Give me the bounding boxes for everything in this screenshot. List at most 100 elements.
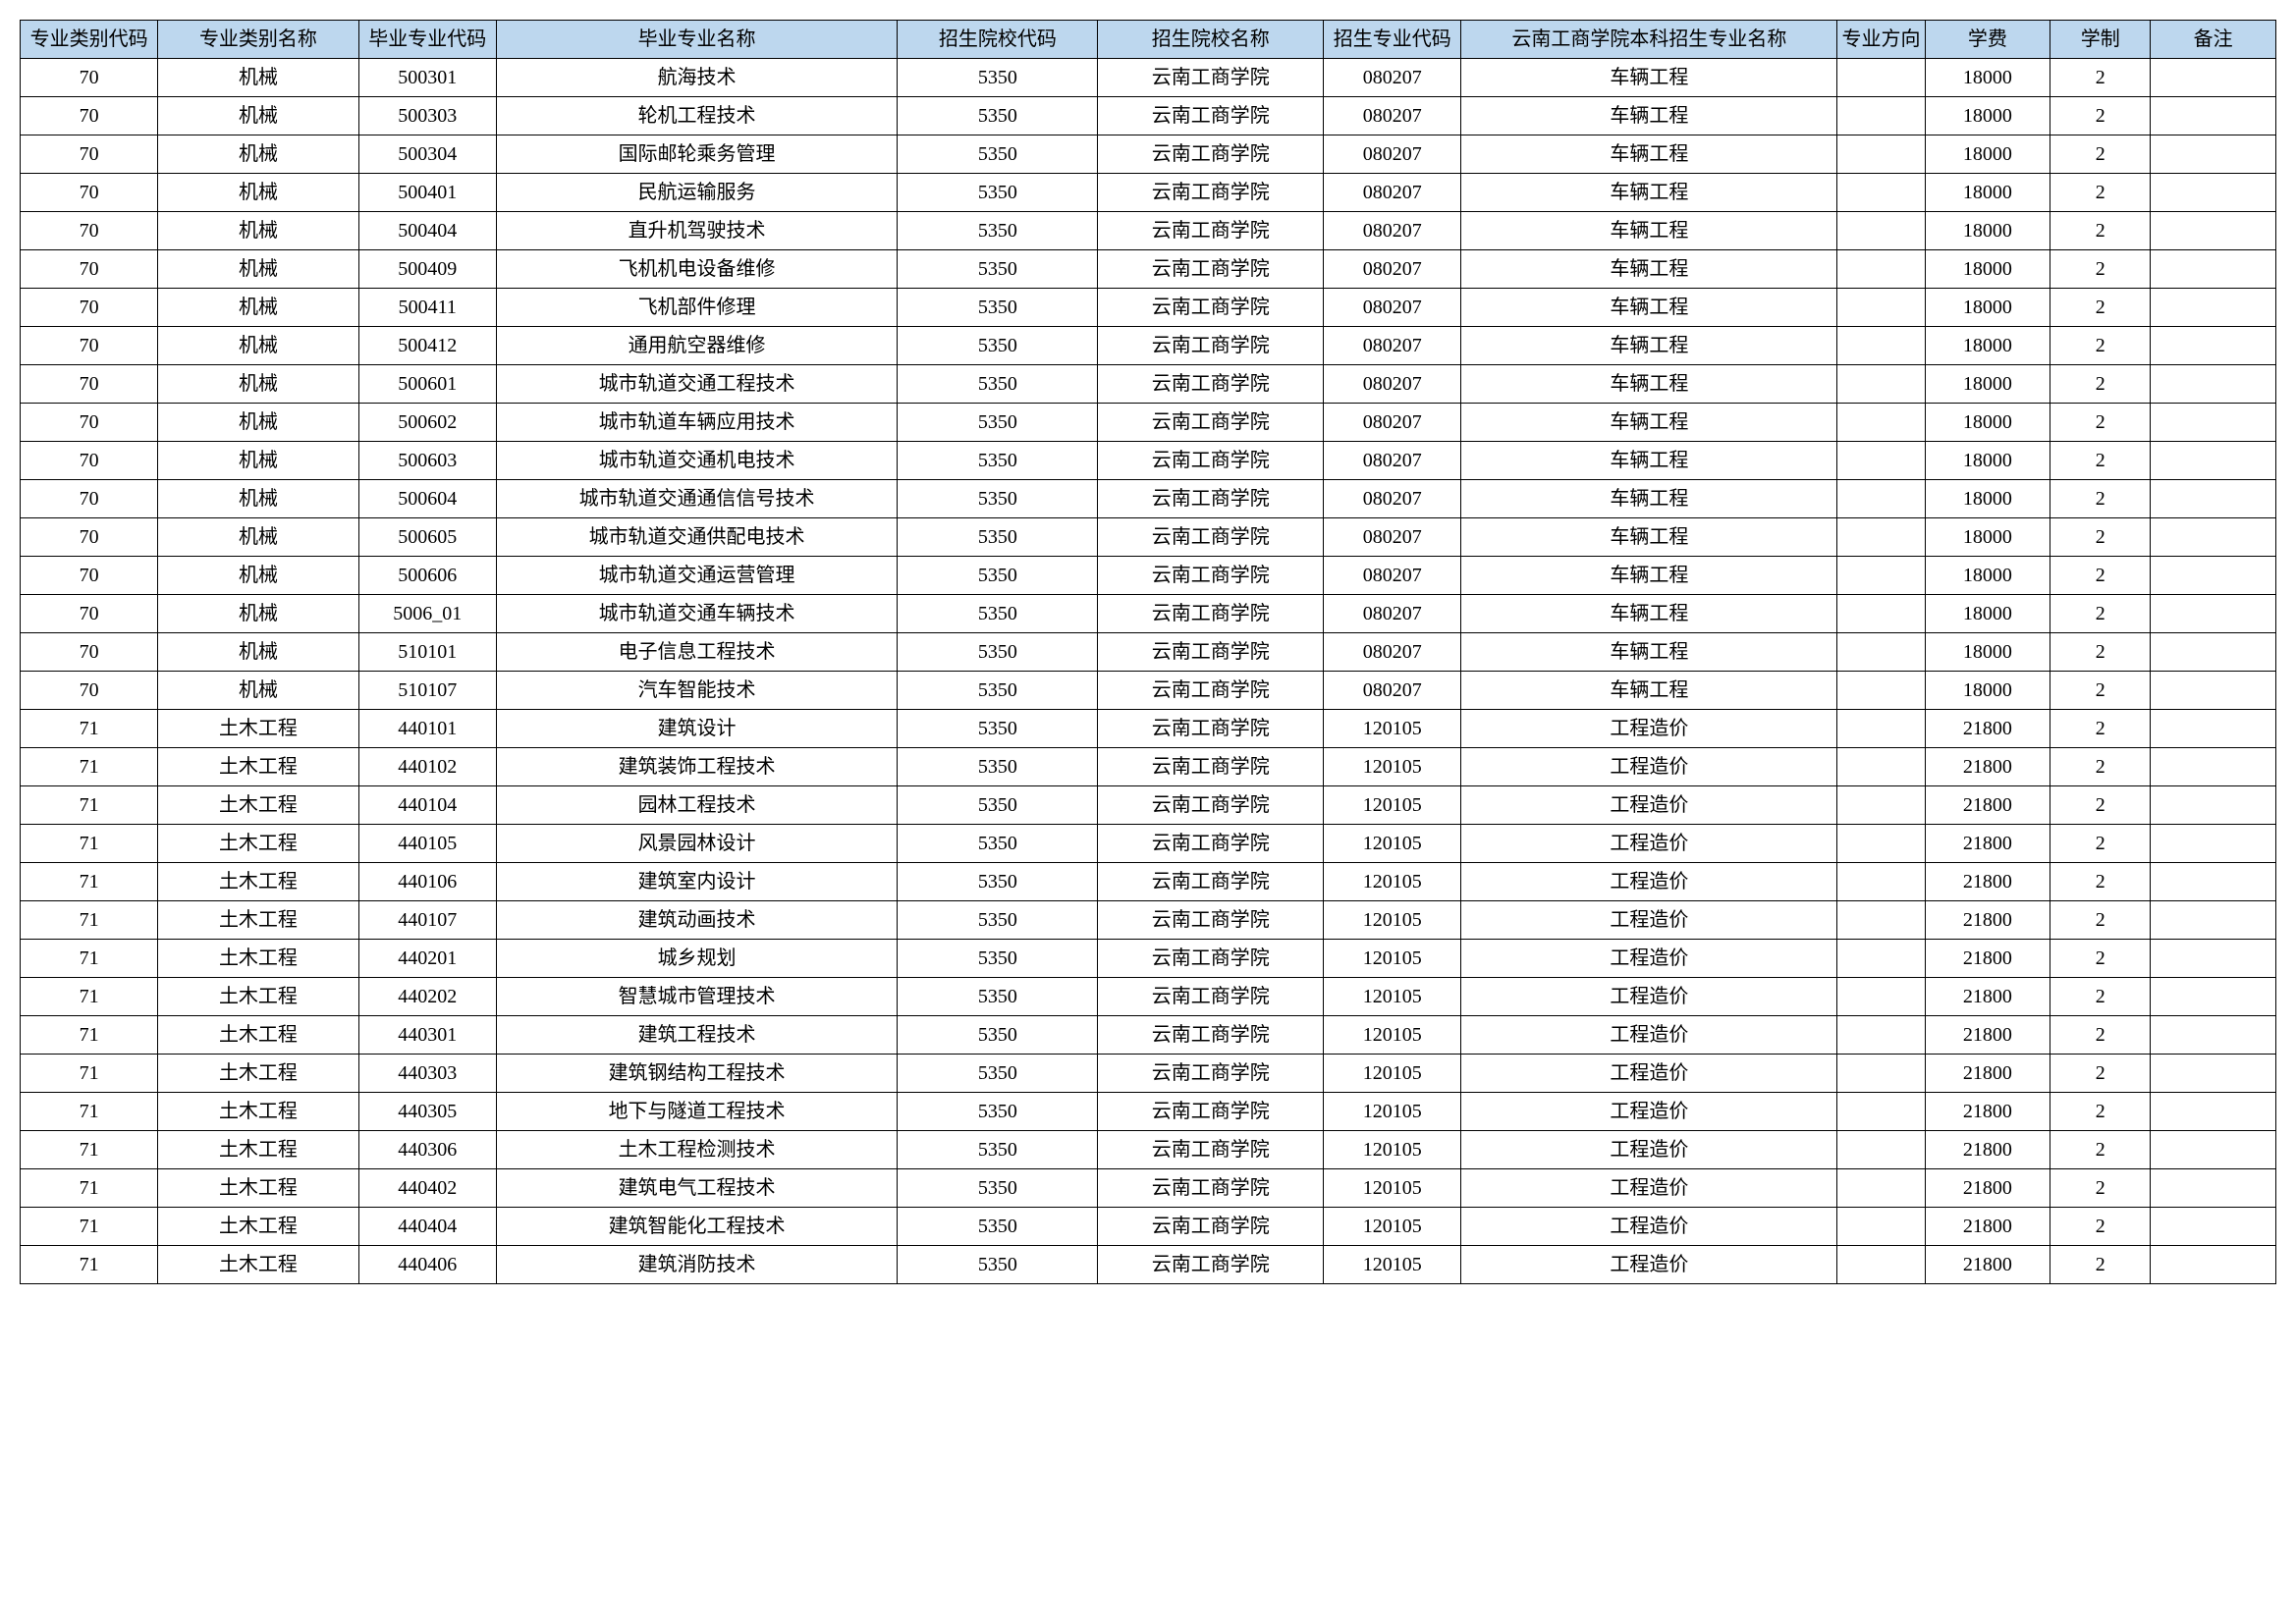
table-row: 71土木工程440402建筑电气工程技术5350云南工商学院120105工程造价… (21, 1169, 2276, 1208)
cell: 土木工程 (158, 1208, 358, 1246)
table-row: 70机械500301航海技术5350云南工商学院080207车辆工程180002 (21, 59, 2276, 97)
cell (2151, 365, 2276, 404)
cell: 440201 (358, 940, 496, 978)
cell: 71 (21, 748, 158, 786)
cell: 土木工程 (158, 901, 358, 940)
cell: 建筑动画技术 (496, 901, 897, 940)
table-row: 70机械5006_01城市轨道交通车辆技术5350云南工商学院080207车辆工… (21, 595, 2276, 633)
cell: 土木工程 (158, 940, 358, 978)
cell (1837, 1016, 1925, 1055)
cell: 70 (21, 250, 158, 289)
cell: 工程造价 (1461, 710, 1837, 748)
cell (1837, 212, 1925, 250)
cell: 云南工商学院 (1098, 1093, 1324, 1131)
cell: 500409 (358, 250, 496, 289)
cell: 5350 (898, 863, 1098, 901)
cell (2151, 1131, 2276, 1169)
table-row: 71土木工程440102建筑装饰工程技术5350云南工商学院120105工程造价… (21, 748, 2276, 786)
cell: 21800 (1925, 1131, 2050, 1169)
cell: 工程造价 (1461, 901, 1837, 940)
cell: 440406 (358, 1246, 496, 1284)
cell: 云南工商学院 (1098, 1246, 1324, 1284)
cell: 5350 (898, 442, 1098, 480)
cell: 2 (2050, 1169, 2151, 1208)
cell: 园林工程技术 (496, 786, 897, 825)
cell: 工程造价 (1461, 1169, 1837, 1208)
cell: 500301 (358, 59, 496, 97)
table-body: 70机械500301航海技术5350云南工商学院080207车辆工程180002… (21, 59, 2276, 1284)
cell (1837, 901, 1925, 940)
cell: 70 (21, 97, 158, 135)
cell: 智慧城市管理技术 (496, 978, 897, 1016)
cell: 2 (2050, 174, 2151, 212)
cell: 5350 (898, 825, 1098, 863)
cell (2151, 940, 2276, 978)
cell: 2 (2050, 1131, 2151, 1169)
cell: 70 (21, 212, 158, 250)
cell: 120105 (1324, 825, 1461, 863)
cell: 5350 (898, 940, 1098, 978)
table-row: 71土木工程440301建筑工程技术5350云南工商学院120105工程造价21… (21, 1016, 2276, 1055)
cell: 机械 (158, 289, 358, 327)
col-header-11: 备注 (2151, 21, 2276, 59)
cell: 5350 (898, 135, 1098, 174)
cell: 120105 (1324, 1016, 1461, 1055)
cell: 18000 (1925, 557, 2050, 595)
cell: 国际邮轮乘务管理 (496, 135, 897, 174)
admissions-table: 专业类别代码专业类别名称毕业专业代码毕业专业名称招生院校代码招生院校名称招生专业… (20, 20, 2276, 1284)
cell: 云南工商学院 (1098, 1169, 1324, 1208)
cell (1837, 518, 1925, 557)
cell: 080207 (1324, 595, 1461, 633)
table-row: 71土木工程440406建筑消防技术5350云南工商学院120105工程造价21… (21, 1246, 2276, 1284)
cell: 工程造价 (1461, 863, 1837, 901)
cell (2151, 250, 2276, 289)
table-row: 70机械500605城市轨道交通供配电技术5350云南工商学院080207车辆工… (21, 518, 2276, 557)
cell (2151, 1169, 2276, 1208)
cell: 车辆工程 (1461, 672, 1837, 710)
cell: 机械 (158, 212, 358, 250)
cell: 车辆工程 (1461, 595, 1837, 633)
cell (1837, 748, 1925, 786)
cell: 2 (2050, 825, 2151, 863)
cell: 5350 (898, 710, 1098, 748)
cell: 70 (21, 135, 158, 174)
cell: 云南工商学院 (1098, 672, 1324, 710)
cell: 500404 (358, 212, 496, 250)
cell: 建筑智能化工程技术 (496, 1208, 897, 1246)
cell: 2 (2050, 365, 2151, 404)
cell: 18000 (1925, 672, 2050, 710)
cell: 70 (21, 595, 158, 633)
cell (1837, 672, 1925, 710)
cell: 土木工程 (158, 1246, 358, 1284)
cell: 70 (21, 557, 158, 595)
cell: 云南工商学院 (1098, 710, 1324, 748)
cell: 车辆工程 (1461, 97, 1837, 135)
table-row: 71土木工程440202智慧城市管理技术5350云南工商学院120105工程造价… (21, 978, 2276, 1016)
cell: 21800 (1925, 710, 2050, 748)
table-row: 71土木工程440201城乡规划5350云南工商学院120105工程造价2180… (21, 940, 2276, 978)
cell (1837, 633, 1925, 672)
cell: 2 (2050, 978, 2151, 1016)
cell: 建筑电气工程技术 (496, 1169, 897, 1208)
table-row: 71土木工程440105风景园林设计5350云南工商学院120105工程造价21… (21, 825, 2276, 863)
cell (1837, 940, 1925, 978)
cell: 120105 (1324, 1055, 1461, 1093)
cell: 71 (21, 863, 158, 901)
cell: 汽车智能技术 (496, 672, 897, 710)
cell: 云南工商学院 (1098, 174, 1324, 212)
cell: 风景园林设计 (496, 825, 897, 863)
cell: 机械 (158, 633, 358, 672)
cell: 车辆工程 (1461, 250, 1837, 289)
cell: 5350 (898, 404, 1098, 442)
cell: 机械 (158, 59, 358, 97)
cell: 500602 (358, 404, 496, 442)
cell: 500401 (358, 174, 496, 212)
cell: 5350 (898, 250, 1098, 289)
cell: 70 (21, 59, 158, 97)
cell: 云南工商学院 (1098, 289, 1324, 327)
cell: 71 (21, 1208, 158, 1246)
table-row: 70机械510107汽车智能技术5350云南工商学院080207车辆工程1800… (21, 672, 2276, 710)
cell: 21800 (1925, 786, 2050, 825)
cell: 车辆工程 (1461, 633, 1837, 672)
cell: 440303 (358, 1055, 496, 1093)
